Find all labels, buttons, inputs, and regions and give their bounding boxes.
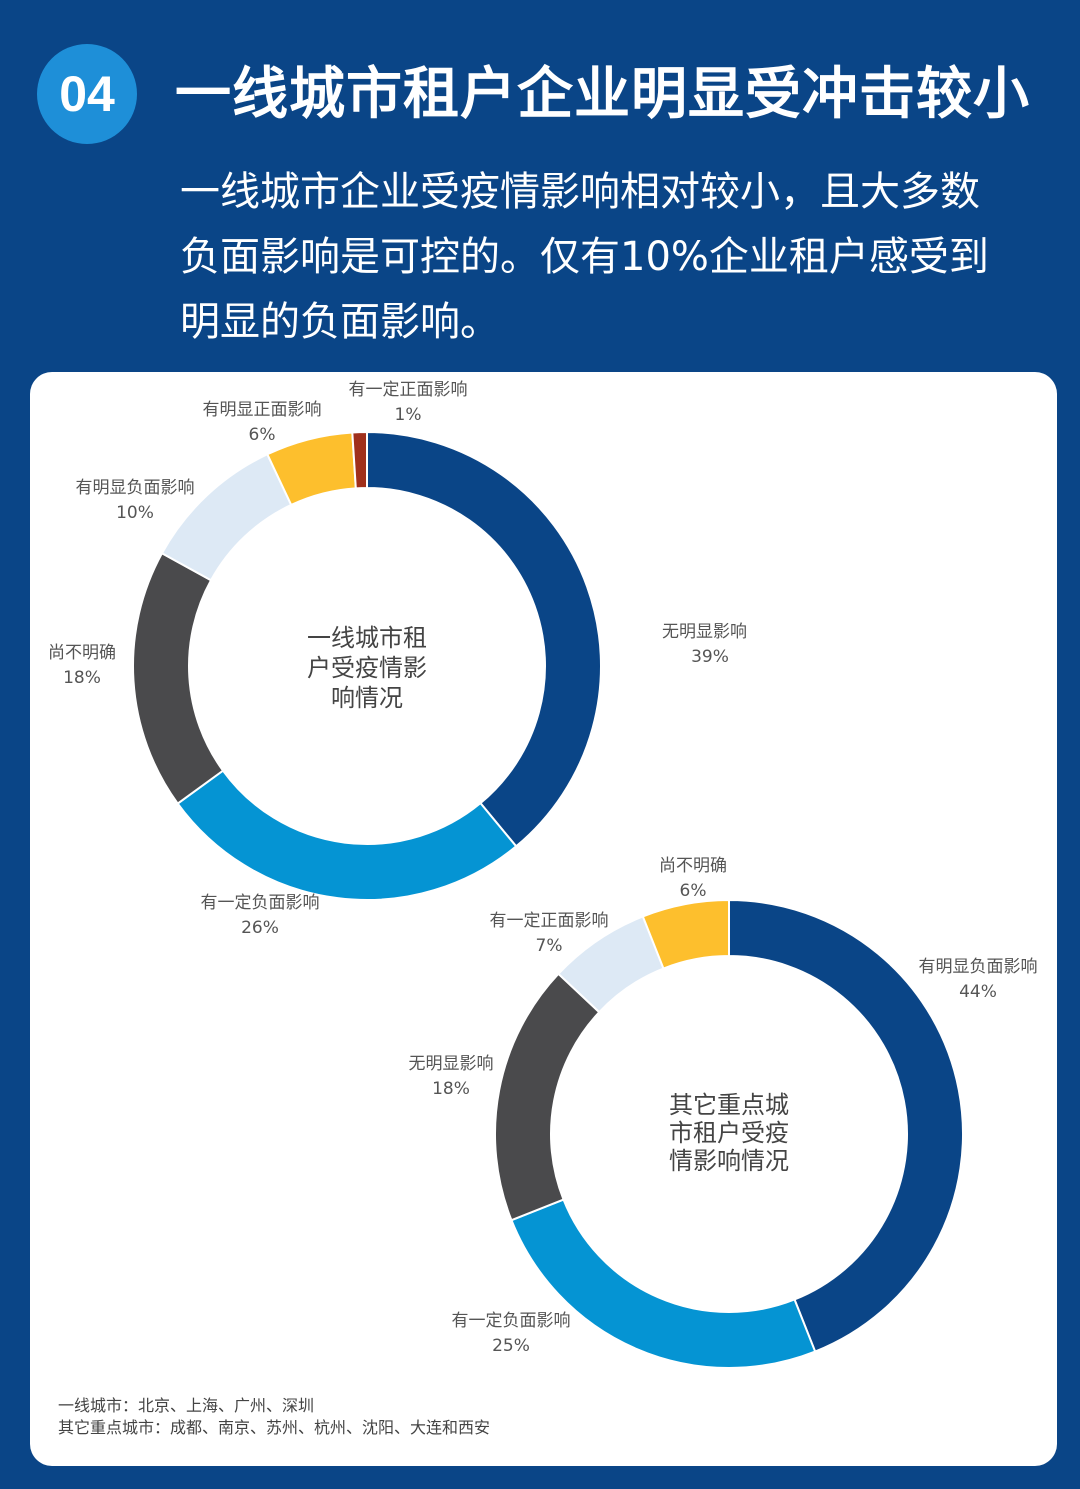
chart2-slice-value-4: 6% — [680, 881, 707, 901]
page-subtitle: 一线城市企业受疫情影响相对较小，且大多数 负面影响是可控的。仅有10%企业租户感… — [180, 160, 1040, 355]
chart2-center-title-line: 市租户受疫 — [669, 1119, 789, 1147]
chart2-slice-4 — [641, 898, 730, 970]
chart1-slice-0 — [366, 430, 602, 848]
chart1-center-title-line: 户受疫情影 — [307, 654, 427, 682]
chart2-slice-value-0: 44% — [959, 982, 997, 1002]
chart1-slice-name-0: 无明显影响 — [662, 622, 747, 642]
chart2-slice-name-4: 尚不明确 — [659, 856, 727, 876]
subtitle-line: 负面影响是可控的。仅有10%企业租户感受到 — [180, 234, 989, 280]
chart2-slice-1 — [510, 1198, 817, 1370]
page-title: 一线城市租户企业明显受冲击较小 — [175, 62, 1030, 127]
subtitle-line: 明显的负面影响。 — [180, 299, 500, 345]
chart1-slice-1 — [176, 769, 518, 901]
chart1-slice-value-2: 18% — [63, 668, 101, 688]
chart2-center-title-line: 其它重点城 — [669, 1091, 789, 1119]
chart1-slice-3 — [160, 452, 293, 582]
footnote-other-cities: 其它重点城市：成都、南京、苏州、杭州、沈阳、大连和西安 — [58, 1418, 491, 1437]
chart2-center-title-line: 情影响情况 — [669, 1147, 789, 1175]
chart1-slice-name-1: 有一定负面影响 — [201, 893, 320, 913]
footnote-first-tier: 一线城市：北京、上海、广州、深圳 — [58, 1396, 315, 1415]
chart2-slice-name-0: 有明显负面影响 — [919, 957, 1038, 977]
chart1-slice-value-4: 6% — [249, 425, 276, 445]
chart2-slice-value-3: 7% — [536, 936, 563, 956]
chart2-slice-value-2: 18% — [432, 1079, 470, 1099]
chart1-slice-2 — [132, 551, 225, 805]
chart1-slice-name-2: 尚不明确 — [48, 643, 116, 663]
chart2-slice-value-1: 25% — [492, 1336, 530, 1356]
section-number-badge: 04 — [37, 44, 137, 144]
chart1-slice-name-3: 有明显负面影响 — [76, 478, 195, 498]
chart2-slice-0 — [728, 898, 965, 1353]
chart1-center-title-line: 一线城市租 — [307, 624, 427, 652]
chart1-slice-value-0: 39% — [691, 647, 729, 667]
chart1-slice-5 — [351, 430, 368, 490]
chart1-slice-value-3: 10% — [116, 503, 154, 523]
chart1-slice-value-5: 1% — [395, 405, 422, 425]
subtitle-line: 一线城市企业受疫情影响相对较小，且大多数 — [180, 169, 980, 215]
chart2-slice-name-3: 有一定正面影响 — [490, 911, 609, 931]
chart2-slice-name-1: 有一定负面影响 — [452, 1311, 571, 1331]
chart2-slice-name-2: 无明显影响 — [409, 1054, 494, 1074]
chart2-slice-2 — [494, 972, 601, 1222]
chart1-center-title-line: 响情况 — [331, 684, 403, 712]
chart1-slice-name-5: 有一定正面影响 — [349, 380, 468, 400]
chart1-slice-name-4: 有明显正面影响 — [203, 400, 322, 420]
chart1-slice-value-1: 26% — [241, 918, 279, 938]
